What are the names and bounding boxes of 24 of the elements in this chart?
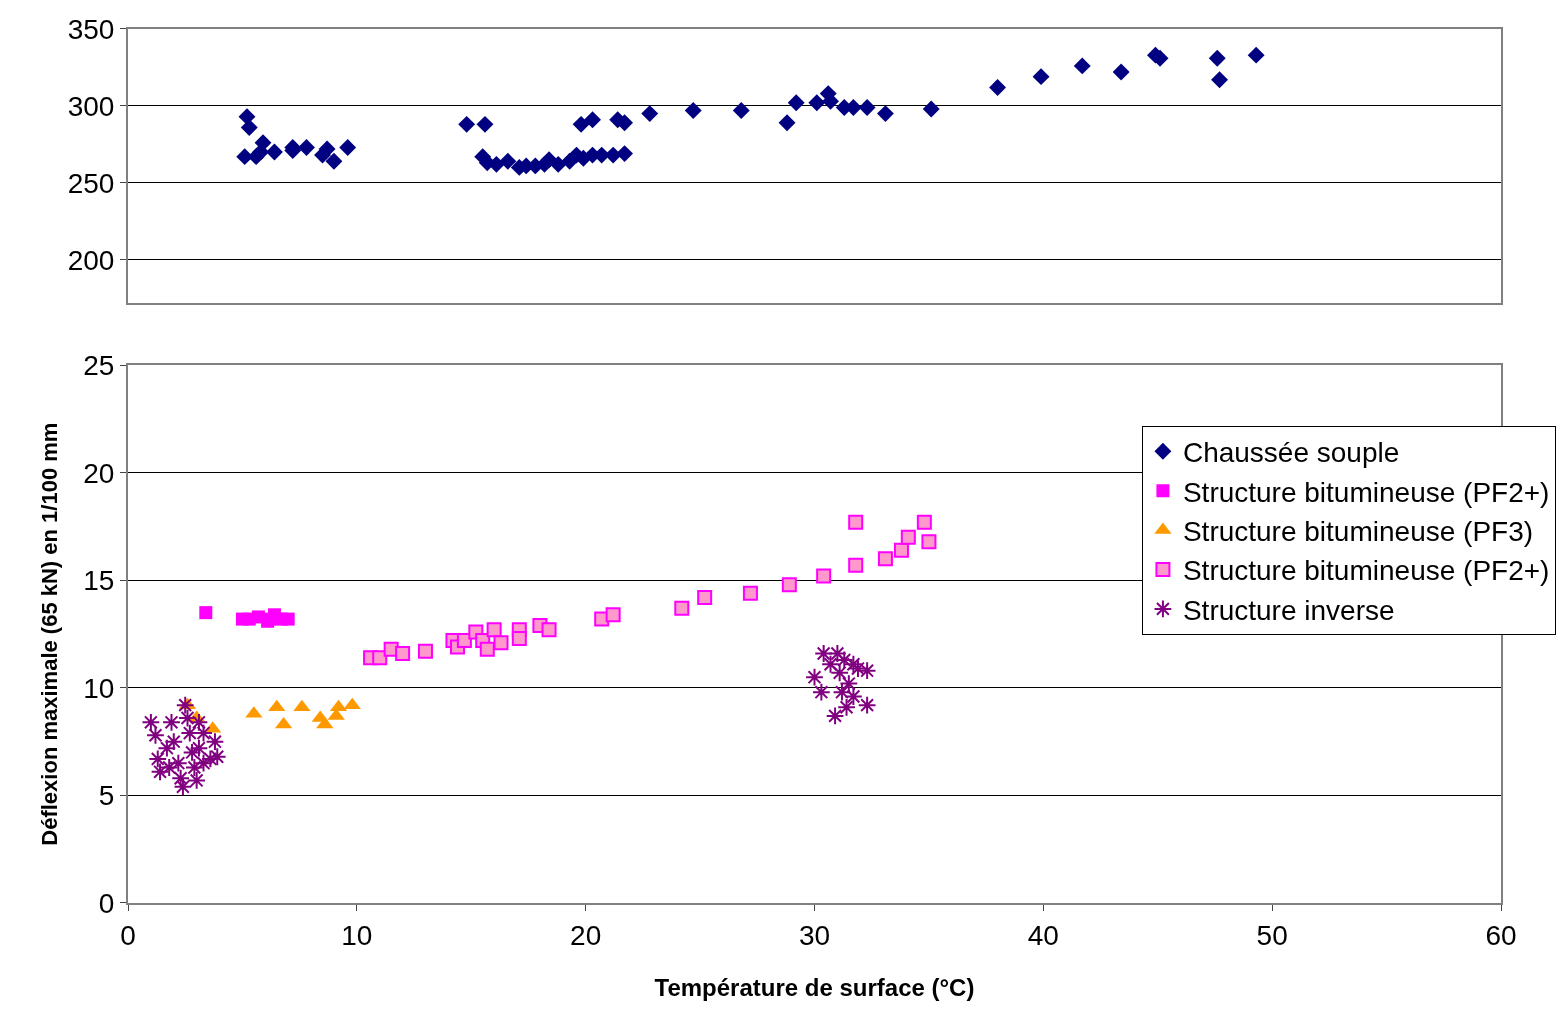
legend-label: Structure bitumineuse (PF2+) bbox=[1182, 476, 1550, 508]
y-axis-title: Déflexion maximale (65 kN) en 1/100 mm bbox=[36, 422, 62, 846]
legend-label: Chaussée souple bbox=[1182, 437, 1400, 469]
x-tick-label: 30 bbox=[798, 919, 831, 951]
y-tick-label: 15 bbox=[83, 565, 115, 597]
x-tick-label: 40 bbox=[1027, 919, 1059, 951]
y-tick-label: 20 bbox=[83, 457, 115, 489]
y-tick-label: 0 bbox=[98, 887, 115, 919]
legend-label: Structure bitumineuse (PF2+) bbox=[1182, 555, 1550, 587]
x-tick-label: 60 bbox=[1485, 919, 1517, 951]
y-tick-label: 300 bbox=[67, 90, 115, 122]
x-tick-label: 10 bbox=[341, 919, 373, 951]
x-tick-label: 50 bbox=[1256, 919, 1288, 951]
x-axis-title: Température de surface (°C) bbox=[654, 974, 975, 1002]
y-tick-label: 25 bbox=[83, 350, 115, 382]
y-tick-label: 200 bbox=[67, 244, 115, 276]
x-tick-label: 0 bbox=[120, 919, 136, 951]
y-tick-label: 5 bbox=[98, 780, 115, 812]
y-tick-label: 250 bbox=[67, 167, 115, 199]
legend-label: Structure inverse bbox=[1182, 594, 1395, 626]
legend-label: Structure bitumineuse (PF3) bbox=[1182, 516, 1534, 547]
y-tick-label: 350 bbox=[67, 13, 115, 45]
x-tick-label: 20 bbox=[570, 919, 602, 951]
y-tick-label: 10 bbox=[83, 672, 115, 704]
